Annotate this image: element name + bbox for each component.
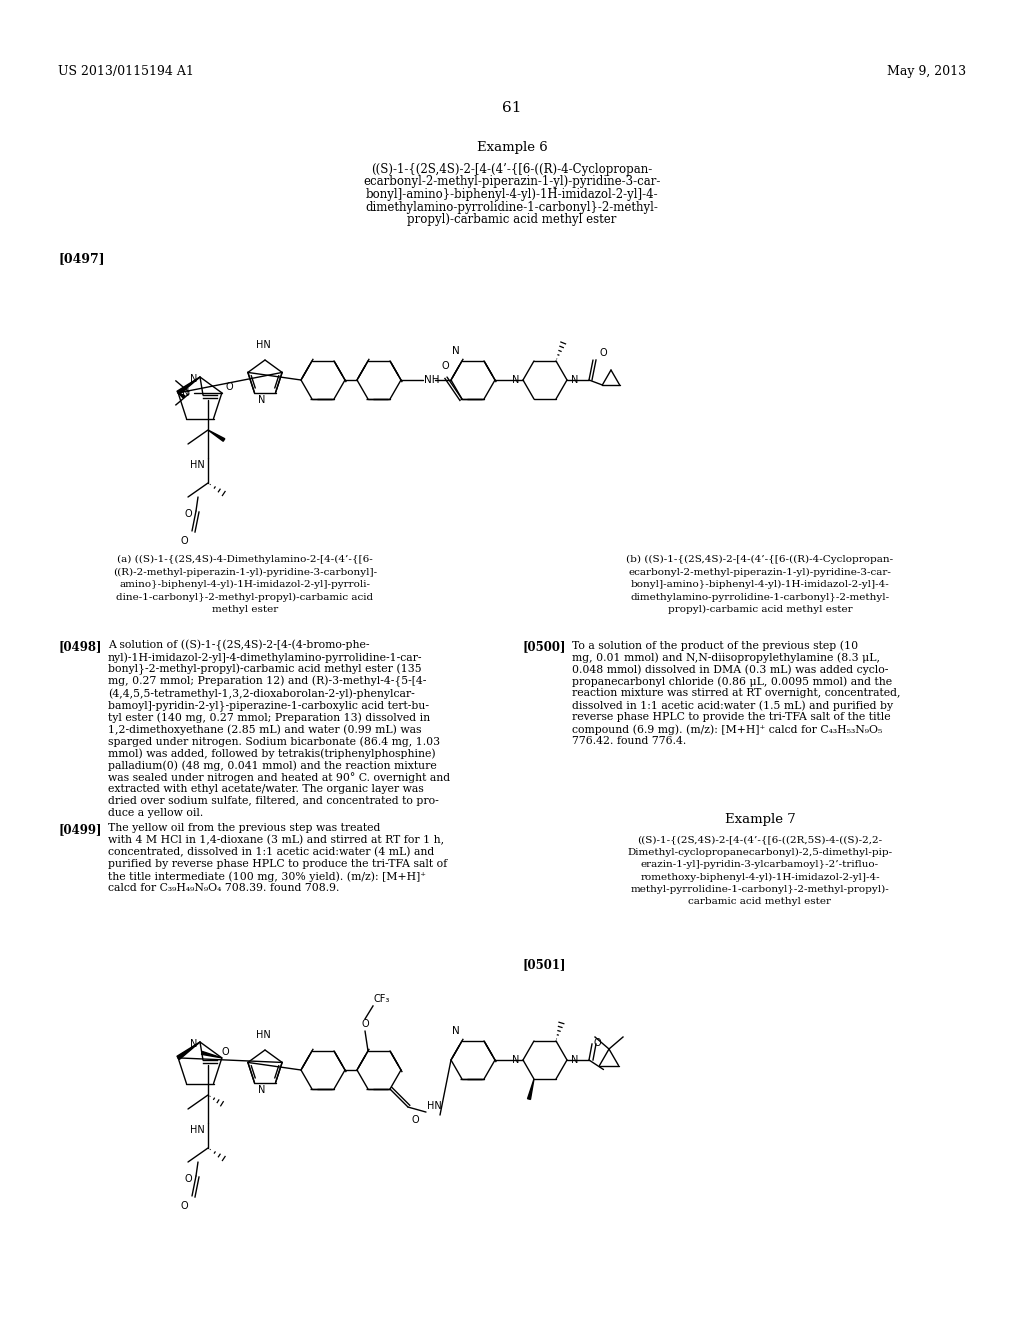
Text: dimethylamino-pyrrolidine-1-carbonyl}-2-methyl-: dimethylamino-pyrrolidine-1-carbonyl}-2-… xyxy=(631,593,890,602)
Text: bamoyl]-pyridin-2-yl}-piperazine-1-carboxylic acid tert-bu-: bamoyl]-pyridin-2-yl}-piperazine-1-carbo… xyxy=(108,700,429,710)
Text: (4,4,5,5-tetramethyl-1,3,2-dioxaborolan-2-yl)-phenylcar-: (4,4,5,5-tetramethyl-1,3,2-dioxaborolan-… xyxy=(108,688,415,698)
Text: palladium(0) (48 mg, 0.041 mmol) and the reaction mixture: palladium(0) (48 mg, 0.041 mmol) and the… xyxy=(108,760,437,771)
Text: HN: HN xyxy=(256,1030,270,1040)
Text: 1,2-dimethoxyethane (2.85 mL) and water (0.99 mL) was: 1,2-dimethoxyethane (2.85 mL) and water … xyxy=(108,723,422,734)
Text: N: N xyxy=(189,374,197,384)
Text: N: N xyxy=(453,346,460,356)
Text: sparged under nitrogen. Sodium bicarbonate (86.4 mg, 1.03: sparged under nitrogen. Sodium bicarbona… xyxy=(108,737,440,747)
Text: US 2013/0115194 A1: US 2013/0115194 A1 xyxy=(58,66,194,78)
Text: purified by reverse phase HPLC to produce the tri-TFA salt of: purified by reverse phase HPLC to produc… xyxy=(108,859,447,869)
Text: carbamic acid methyl ester: carbamic acid methyl ester xyxy=(688,898,831,907)
Text: methyl ester: methyl ester xyxy=(212,605,279,614)
Text: bonyl}-2-methyl-propyl)-carbamic acid methyl ester (135: bonyl}-2-methyl-propyl)-carbamic acid me… xyxy=(108,664,422,676)
Text: the title intermediate (100 mg, 30% yield). (m/z): [M+H]⁺: the title intermediate (100 mg, 30% yiel… xyxy=(108,871,426,882)
Text: N: N xyxy=(571,375,579,385)
Text: tyl ester (140 mg, 0.27 mmol; Preparation 13) dissolved in: tyl ester (140 mg, 0.27 mmol; Preparatio… xyxy=(108,711,430,722)
Text: was sealed under nitrogen and heated at 90° C. overnight and: was sealed under nitrogen and heated at … xyxy=(108,772,451,783)
Text: To a solution of the product of the previous step (10: To a solution of the product of the prev… xyxy=(572,640,858,651)
Text: duce a yellow oil.: duce a yellow oil. xyxy=(108,808,203,818)
Text: reverse phase HPLC to provide the tri-TFA salt of the title: reverse phase HPLC to provide the tri-TF… xyxy=(572,711,891,722)
Text: propyl)-carbamic acid methyl ester: propyl)-carbamic acid methyl ester xyxy=(668,605,852,614)
Text: HN: HN xyxy=(427,1101,441,1111)
Text: romethoxy-biphenyl-4-yl)-1H-imidazol-2-yl]-4-: romethoxy-biphenyl-4-yl)-1H-imidazol-2-y… xyxy=(640,873,880,882)
Text: A solution of ((S)-1-{(2S,4S)-2-[4-(4-bromo-phe-: A solution of ((S)-1-{(2S,4S)-2-[4-(4-br… xyxy=(108,640,370,651)
Text: O: O xyxy=(221,1047,228,1057)
Text: mg, 0.27 mmol; Preparation 12) and (R)-3-methyl-4-{5-[4-: mg, 0.27 mmol; Preparation 12) and (R)-3… xyxy=(108,676,426,688)
Text: 776.42. found 776.4.: 776.42. found 776.4. xyxy=(572,737,686,746)
Text: with 4 M HCl in 1,4-dioxane (3 mL) and stirred at RT for 1 h,: with 4 M HCl in 1,4-dioxane (3 mL) and s… xyxy=(108,836,444,845)
Text: methyl-pyrrolidine-1-carbonyl}-2-methyl-propyl)-: methyl-pyrrolidine-1-carbonyl}-2-methyl-… xyxy=(631,884,890,894)
Text: May 9, 2013: May 9, 2013 xyxy=(887,66,966,78)
Text: extracted with ethyl acetate/water. The organic layer was: extracted with ethyl acetate/water. The … xyxy=(108,784,424,795)
Text: N: N xyxy=(258,1085,266,1094)
Text: CF₃: CF₃ xyxy=(374,994,390,1005)
Text: N: N xyxy=(571,1055,579,1065)
Text: erazin-1-yl]-pyridin-3-ylcarbamoyl}-2’-trifluo-: erazin-1-yl]-pyridin-3-ylcarbamoyl}-2’-t… xyxy=(641,861,879,869)
Text: mg, 0.01 mmol) and N,N-diisopropylethylamine (8.3 μL,: mg, 0.01 mmol) and N,N-diisopropylethyla… xyxy=(572,652,880,663)
Text: ((S)-1-{(2S,4S)-2-[4-(4’-{[6-((2R,5S)-4-((S)-2,2-: ((S)-1-{(2S,4S)-2-[4-(4’-{[6-((2R,5S)-4-… xyxy=(637,836,883,843)
Text: 61: 61 xyxy=(502,102,522,115)
Text: N: N xyxy=(512,375,519,385)
Polygon shape xyxy=(202,1052,222,1057)
Text: dissolved in 1:1 acetic acid:water (1.5 mL) and purified by: dissolved in 1:1 acetic acid:water (1.5 … xyxy=(572,700,893,710)
Text: O: O xyxy=(184,510,193,519)
Text: ecarbonyl-2-methyl-piperazin-1-yl)-pyridine-3-car-: ecarbonyl-2-methyl-piperazin-1-yl)-pyrid… xyxy=(629,568,892,577)
Text: [0497]: [0497] xyxy=(58,252,104,265)
Text: N: N xyxy=(258,395,266,404)
Text: N: N xyxy=(512,1055,519,1065)
Text: O: O xyxy=(412,1115,420,1125)
Text: O: O xyxy=(180,536,188,546)
Text: [0498]: [0498] xyxy=(58,640,101,653)
Polygon shape xyxy=(208,430,225,441)
Text: dimethylamino-pyrrolidine-1-carbonyl}-2-methyl-: dimethylamino-pyrrolidine-1-carbonyl}-2-… xyxy=(366,201,658,214)
Text: (a) ((S)-1-{(2S,4S)-4-Dimethylamino-2-[4-(4’-{[6-: (a) ((S)-1-{(2S,4S)-4-Dimethylamino-2-[4… xyxy=(117,554,373,564)
Text: [0501]: [0501] xyxy=(522,958,565,972)
Text: ecarbonyl-2-methyl-piperazin-1-yl)-pyridine-3-car-: ecarbonyl-2-methyl-piperazin-1-yl)-pyrid… xyxy=(364,176,660,189)
Text: (b) ((S)-1-{(2S,4S)-2-[4-(4’-{[6-((R)-4-Cyclopropan-: (b) ((S)-1-{(2S,4S)-2-[4-(4’-{[6-((R)-4-… xyxy=(627,554,894,564)
Text: O: O xyxy=(225,381,232,392)
Text: reaction mixture was stirred at RT overnight, concentrated,: reaction mixture was stirred at RT overn… xyxy=(572,688,900,698)
Text: O: O xyxy=(184,1173,193,1184)
Text: HN: HN xyxy=(190,1125,205,1135)
Text: Dimethyl-cyclopropanecarbonyl)-2,5-dimethyl-pip-: Dimethyl-cyclopropanecarbonyl)-2,5-dimet… xyxy=(628,847,893,857)
Polygon shape xyxy=(178,393,185,399)
Text: 0.048 mmol) dissolved in DMA (0.3 mL) was added cyclo-: 0.048 mmol) dissolved in DMA (0.3 mL) wa… xyxy=(572,664,889,675)
Text: propanecarbonyl chloride (0.86 μL, 0.0095 mmol) and the: propanecarbonyl chloride (0.86 μL, 0.009… xyxy=(572,676,892,686)
Text: concentrated, dissolved in 1:1 acetic acid:water (4 mL) and: concentrated, dissolved in 1:1 acetic ac… xyxy=(108,847,434,858)
Text: propyl)-carbamic acid methyl ester: propyl)-carbamic acid methyl ester xyxy=(408,213,616,226)
Text: N: N xyxy=(182,388,189,397)
Text: O: O xyxy=(599,348,606,358)
Text: calcd for C₃₉H₄₉N₉O₄ 708.39. found 708.9.: calcd for C₃₉H₄₉N₉O₄ 708.39. found 708.9… xyxy=(108,883,339,894)
Polygon shape xyxy=(177,1041,200,1060)
Text: Example 7: Example 7 xyxy=(725,813,796,826)
Text: ((R)-2-methyl-piperazin-1-yl)-pyridine-3-carbonyl]-: ((R)-2-methyl-piperazin-1-yl)-pyridine-3… xyxy=(113,568,377,577)
Text: ((S)-1-{(2S,4S)-2-[4-(4’-{[6-((R)-4-Cyclopropan-: ((S)-1-{(2S,4S)-2-[4-(4’-{[6-((R)-4-Cycl… xyxy=(372,162,652,176)
Polygon shape xyxy=(527,1078,534,1100)
Text: O: O xyxy=(441,362,449,371)
Text: The yellow oil from the previous step was treated: The yellow oil from the previous step wa… xyxy=(108,822,380,833)
Text: bonyl]-amino}-biphenyl-4-yl)-1H-imidazol-2-yl]-4-: bonyl]-amino}-biphenyl-4-yl)-1H-imidazol… xyxy=(366,187,658,201)
Text: amino}-biphenyl-4-yl)-1H-imidazol-2-yl]-pyrroli-: amino}-biphenyl-4-yl)-1H-imidazol-2-yl]-… xyxy=(120,579,371,589)
Text: Example 6: Example 6 xyxy=(476,141,548,154)
Text: NH: NH xyxy=(424,375,439,385)
Text: O: O xyxy=(361,1019,369,1030)
Polygon shape xyxy=(177,378,200,395)
Text: nyl)-1H-imidazol-2-yl]-4-dimethylamino-pyrrolidine-1-car-: nyl)-1H-imidazol-2-yl]-4-dimethylamino-p… xyxy=(108,652,423,663)
Text: O: O xyxy=(180,1201,188,1210)
Text: N: N xyxy=(189,1039,197,1049)
Text: [0499]: [0499] xyxy=(58,822,101,836)
Text: HN: HN xyxy=(256,341,270,350)
Text: dried over sodium sulfate, filtered, and concentrated to pro-: dried over sodium sulfate, filtered, and… xyxy=(108,796,438,807)
Text: N: N xyxy=(453,1026,460,1036)
Text: HN: HN xyxy=(190,459,205,470)
Text: bonyl]-amino}-biphenyl-4-yl)-1H-imidazol-2-yl]-4-: bonyl]-amino}-biphenyl-4-yl)-1H-imidazol… xyxy=(631,579,890,589)
Text: mmol) was added, followed by tetrakis(triphenylphosphine): mmol) was added, followed by tetrakis(tr… xyxy=(108,748,435,759)
Text: dine-1-carbonyl}-2-methyl-propyl)-carbamic acid: dine-1-carbonyl}-2-methyl-propyl)-carbam… xyxy=(117,593,374,602)
Text: O: O xyxy=(594,1038,602,1048)
Text: compound (6.9 mg). (m/z): [M+H]⁺ calcd for C₄₃H₅₃N₉O₅: compound (6.9 mg). (m/z): [M+H]⁺ calcd f… xyxy=(572,723,883,734)
Text: [0500]: [0500] xyxy=(522,640,565,653)
